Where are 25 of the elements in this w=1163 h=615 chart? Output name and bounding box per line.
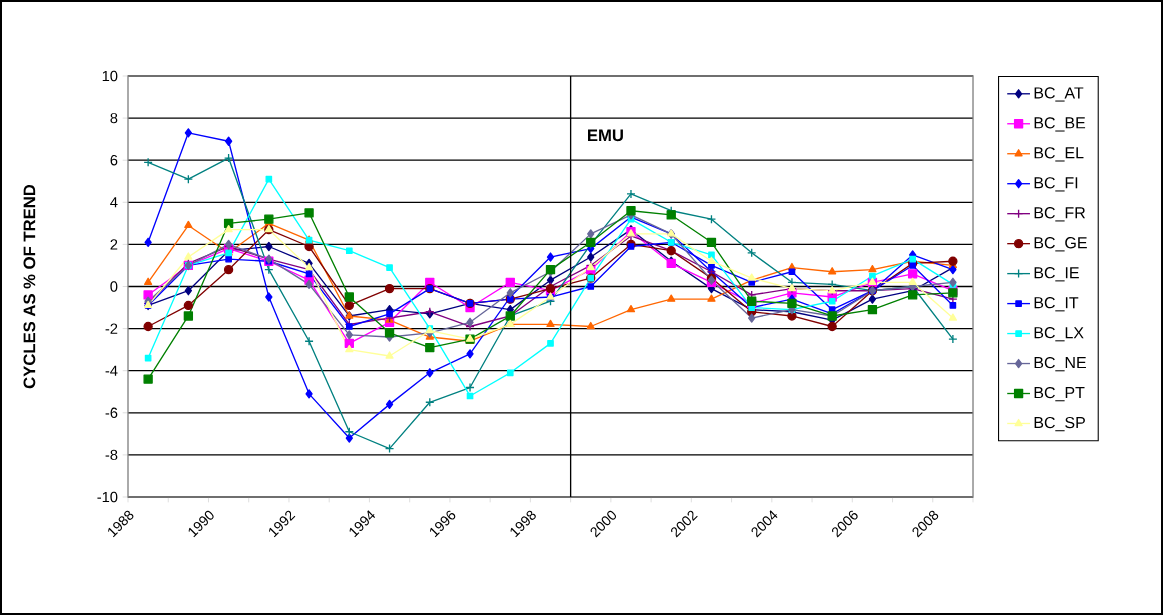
legend-label: BC_IT [1034, 297, 1079, 312]
legend-label: BC_IE [1034, 267, 1079, 282]
legend-label: BC_BE [1034, 117, 1086, 132]
legend-label: BC_NE [1034, 356, 1086, 372]
y-tick-label: 8 [110, 112, 118, 124]
legend-label: BC_LX [1034, 326, 1084, 342]
y-tick-label: 0 [110, 281, 118, 292]
legend-label: BC_GE [1034, 237, 1087, 252]
y-tick-label: -6 [105, 407, 118, 418]
y-tick-label: 10 [102, 70, 118, 82]
legend-label: BC_SP [1034, 416, 1085, 432]
legend-label: BC_FR [1034, 207, 1086, 222]
y-tick-label: -2 [105, 323, 118, 334]
legend-label: BC_FI [1034, 177, 1078, 192]
y-tick-label: -10 [97, 491, 118, 503]
ref-line-label: EMU [588, 129, 623, 142]
legend-label: BC_EL [1034, 147, 1084, 162]
y-tick-label: 4 [110, 197, 118, 208]
y-tick-label: 6 [110, 155, 118, 166]
y-tick-label: -8 [105, 449, 118, 461]
legend-label: BC_AT [1034, 87, 1084, 102]
y-axis-title: CYCLES AS % OF TREND [23, 184, 36, 389]
y-tick-label: 2 [110, 239, 118, 250]
y-tick-label: -4 [105, 365, 118, 376]
legend-label: BC_PT [1034, 386, 1085, 402]
